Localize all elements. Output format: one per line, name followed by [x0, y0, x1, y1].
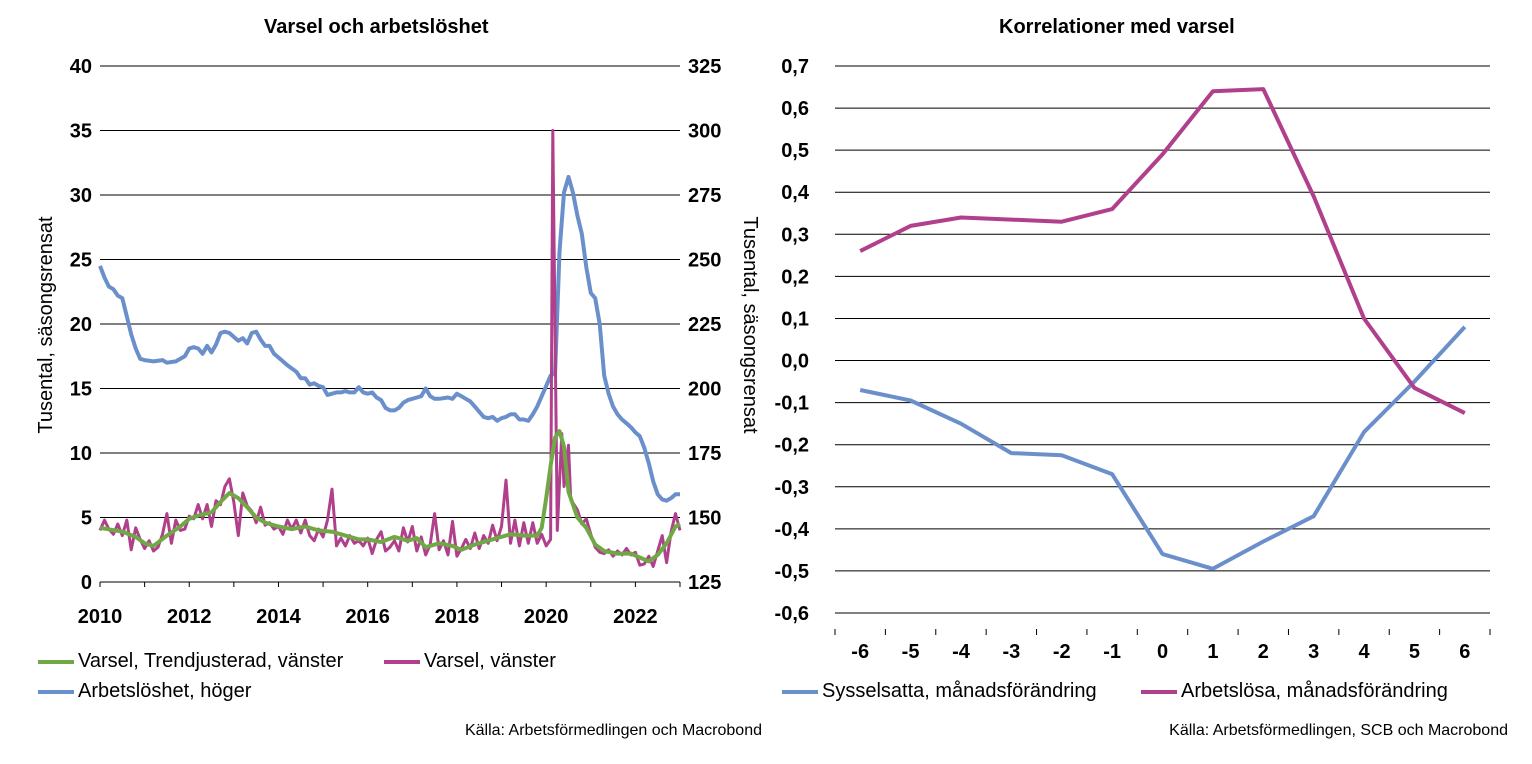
x-tick-label: 2010: [78, 606, 123, 628]
legend-item-employed: Sysselsatta, månadsförändring: [782, 680, 1097, 703]
legend-label: Arbetslösa, månadsförändring: [1181, 680, 1448, 702]
y-tick-label: -0,4: [775, 519, 810, 541]
y-tick-label: 35: [70, 121, 92, 143]
y-axis-label-left: Tusental, säsongsrensat: [35, 216, 57, 434]
y-tick-label: 0,1: [781, 308, 809, 330]
x-tick-label: 4: [1358, 641, 1370, 663]
y-tick-label: 0,5: [781, 140, 809, 162]
y-tick-label: 40: [70, 56, 92, 78]
y-tick-label: -0,3: [775, 477, 809, 499]
y-tick-label: -0,2: [775, 435, 809, 457]
y2-tick-label: 250: [688, 250, 721, 272]
x-tick-label: 0: [1157, 641, 1168, 663]
y-tick-label: 0,3: [781, 224, 809, 246]
y2-tick-label: 275: [688, 185, 721, 207]
x-tick-label: 5: [1409, 641, 1420, 663]
legend-item-varsel: Varsel, vänster: [384, 650, 556, 673]
y-tick-label: 30: [70, 185, 92, 207]
x-tick-label: -1: [1103, 641, 1121, 663]
y-tick-label: 0: [81, 572, 92, 594]
legend-label: Varsel, Trendjusterad, vänster: [78, 650, 344, 672]
chart-title: Korrelationer med varsel: [999, 16, 1235, 38]
y-tick-label: 0,6: [781, 98, 809, 120]
x-tick-label: 2016: [345, 606, 390, 628]
y-tick-label: 5: [81, 508, 92, 530]
x-tick-label: 2018: [435, 606, 480, 628]
varsel-chart-panel: Varsel och arbetslöshet 0 5 10 15 20 25 30 35 40…: [35, 16, 762, 739]
chart-title: Varsel och arbetslöshet: [264, 16, 489, 38]
x-tick-label: 2012: [167, 606, 212, 628]
y2-tick-label: 325: [688, 56, 721, 78]
legend-item-unemployment: Arbetslöshet, höger: [38, 680, 251, 703]
x-tick-label: 2020: [524, 606, 569, 628]
x-tick-label: -5: [902, 641, 920, 663]
y-tick-label: 0,0: [781, 351, 809, 373]
legend-item-trend: Varsel, Trendjusterad, vänster: [38, 650, 343, 673]
y-tick-label: 0,4: [781, 182, 810, 204]
series-line-arbetsloshet-hoger: [98, 174, 680, 503]
x-tick-label: 2014: [256, 606, 301, 628]
legend-swatch: [782, 689, 818, 694]
legend-label: Varsel, vänster: [424, 650, 556, 672]
y-tick-label: 10: [70, 443, 92, 465]
y-tick-label: -0,5: [775, 561, 809, 583]
series-line-varsel-trendjusterad-vanster: [99, 429, 681, 564]
x-tick-label: 3: [1308, 641, 1319, 663]
y2-tick-label: 125: [688, 572, 721, 594]
x-tick-label: 1: [1207, 641, 1218, 663]
y-tick-label: 20: [70, 314, 92, 336]
x-tick-label: -3: [1002, 641, 1020, 663]
series-line-arbetslosa-manadsforandring: [859, 87, 1466, 415]
x-tick-label: -2: [1053, 641, 1071, 663]
y2-tick-label: 200: [688, 379, 721, 401]
y-tick-label: 25: [70, 250, 92, 272]
correlation-chart-panel: Korrelationer med varsel -0,6 -0,5 -0,4 -0,…: [766, 0, 1532, 764]
series-line-sysselsatta-manadsforandring: [859, 325, 1467, 571]
y2-tick-label: 150: [688, 508, 721, 530]
y2-tick-label: 225: [688, 314, 721, 336]
y-tick-label: 0,7: [781, 56, 809, 78]
y-tick-label: 0,2: [781, 266, 809, 288]
y2-tick-label: 300: [688, 121, 721, 143]
legend-label: Sysselsatta, månadsförändring: [822, 680, 1097, 702]
legend-swatch: [384, 659, 420, 664]
y-tick-label: -0,1: [775, 393, 809, 415]
y-tick-label: 15: [70, 379, 92, 401]
legend-swatch: [38, 659, 74, 664]
legend-label: Arbetslöshet, höger: [78, 680, 252, 702]
x-tick-label: 2022: [613, 606, 658, 628]
source-note: Källa: Arbetsförmedlingen och Macrobond: [464, 722, 762, 739]
varsel-chart: 0 5 10 15 20 25 30 35 40 125 150 175 200 225 250 275 30…: [35, 56, 761, 628]
y2-tick-label: 175: [688, 443, 721, 465]
x-tick-label: -6: [851, 641, 869, 663]
legend-swatch: [38, 689, 74, 694]
legend-item-unemployed: Arbetslösa, månadsförändring: [1141, 680, 1448, 703]
x-tick-label: -4: [952, 641, 971, 663]
y-axis-label-right: Tusental, säsongsrensat: [739, 216, 761, 434]
correlation-chart: -0,6 -0,5 -0,4 -0,3 -0,2 -0,1 0,0 0,1 0,2 0,3 0,4 0…: [775, 56, 1491, 663]
source-note: Källa: Arbetsförmedlingen, SCB och Macro…: [1169, 722, 1508, 739]
x-tick-label: 6: [1459, 641, 1470, 663]
legend-swatch: [1141, 689, 1177, 694]
y-tick-label: -0,6: [775, 603, 809, 625]
x-tick-label: 2: [1258, 641, 1269, 663]
